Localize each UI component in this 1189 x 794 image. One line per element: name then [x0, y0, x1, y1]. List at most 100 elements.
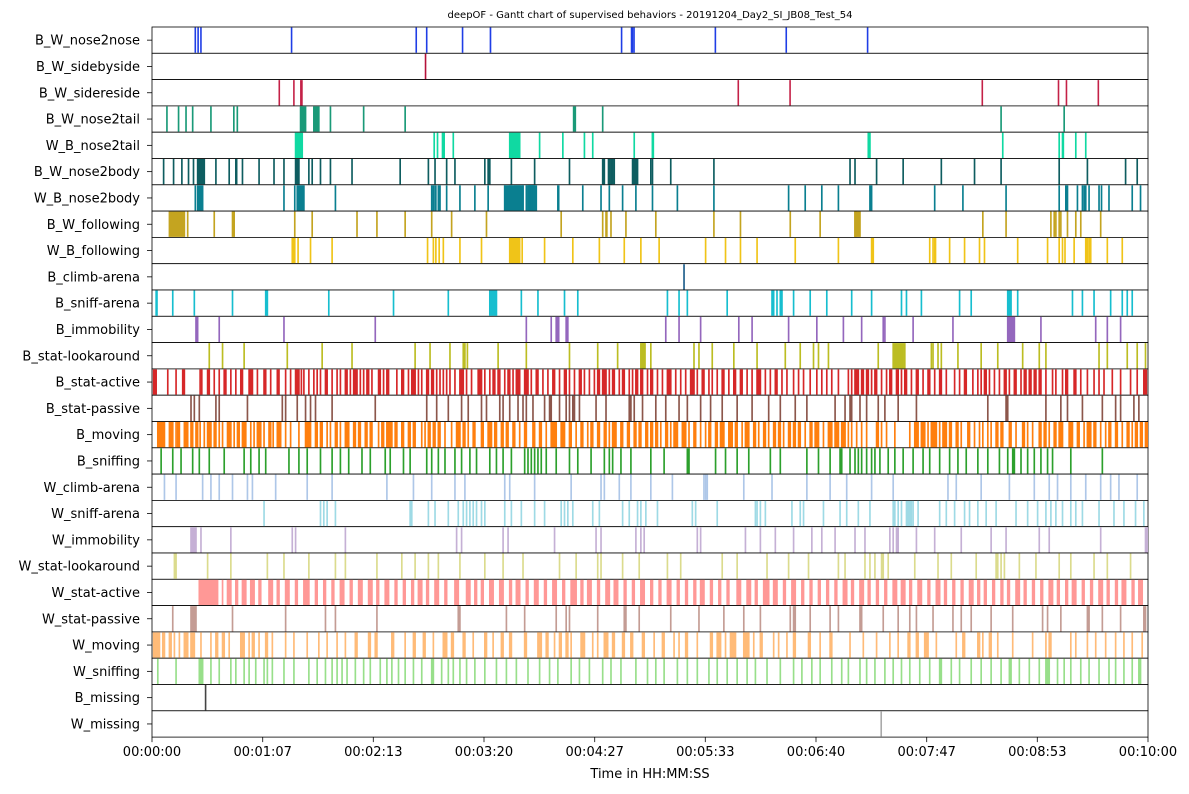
behavior-interval — [339, 448, 342, 474]
behavior-interval — [210, 632, 212, 658]
behavior-interval — [1006, 579, 1011, 606]
behavior-interval — [230, 369, 232, 395]
behavior-interval — [1005, 527, 1007, 553]
behavior-interval — [1035, 553, 1037, 579]
behavior-interval — [1138, 395, 1140, 421]
behavior-interval — [200, 27, 202, 53]
behavior-interval — [171, 448, 174, 474]
behavior-interval — [356, 211, 358, 237]
behavior-interval — [218, 395, 221, 421]
behavior-interval — [940, 343, 943, 369]
behavior-interval — [972, 369, 974, 395]
behavior-interval — [527, 448, 529, 474]
behavior-interval — [263, 422, 265, 448]
behavior-row: B_sniffing — [77, 447, 1149, 475]
behavior-interval — [912, 448, 914, 474]
behavior-row: B_stat-lookaround — [22, 342, 1149, 370]
behavior-interval — [877, 343, 880, 369]
behavior-interval — [618, 369, 621, 395]
behavior-interval — [283, 185, 285, 211]
behavior-interval — [442, 632, 448, 658]
behavior-interval — [794, 395, 797, 421]
behavior-interval — [706, 474, 709, 500]
behavior-interval — [455, 527, 458, 553]
row-frame — [151, 26, 1149, 54]
behavior-interval — [779, 395, 782, 421]
behavior-interval — [401, 369, 405, 395]
behavior-row: W_B_nose2body — [34, 184, 1149, 212]
behavior-interval — [459, 237, 461, 264]
behavior-interval — [1000, 579, 1004, 606]
behavior-interval — [547, 369, 549, 395]
behavior-interval — [181, 369, 186, 395]
behavior-interval — [676, 579, 680, 606]
behavior-interval — [1118, 474, 1120, 500]
behavior-interval — [1143, 369, 1148, 395]
behavior-interval — [862, 632, 865, 658]
behavior-interval — [1048, 527, 1051, 553]
behavior-interval — [721, 395, 724, 421]
behavior-interval — [600, 474, 602, 500]
behavior-interval — [777, 632, 780, 658]
behavior-interval — [351, 343, 353, 369]
behavior-interval — [424, 422, 426, 448]
behavior-interval — [892, 474, 895, 500]
behavior-interval — [517, 395, 519, 421]
behavior-interval — [190, 527, 197, 553]
behavior-interval — [644, 343, 646, 369]
row-label: W_stat-active — [52, 586, 141, 601]
behavior-interval — [1136, 369, 1139, 395]
behavior-interval — [912, 316, 914, 343]
behavior-interval — [975, 553, 978, 579]
behavior-interval — [308, 658, 310, 684]
behavior-interval — [686, 395, 689, 421]
behavior-interval — [226, 579, 232, 606]
behavior-interval — [441, 132, 445, 158]
behavior-interval — [1123, 632, 1125, 658]
behavior-interval — [784, 343, 787, 369]
behavior-interval — [640, 579, 646, 606]
behavior-interval — [620, 27, 623, 53]
behavior-interval — [374, 316, 377, 343]
behavior-interval — [726, 579, 730, 606]
behavior-interval — [369, 422, 373, 448]
behavior-interval — [1031, 422, 1034, 448]
behavior-interval — [801, 579, 805, 606]
behavior-interval — [191, 106, 194, 132]
behavior-interval — [900, 369, 903, 395]
behavior-interval — [334, 422, 338, 448]
row-frame — [151, 52, 1149, 80]
behavior-interval — [1006, 448, 1009, 474]
behavior-interval — [1023, 369, 1027, 395]
behavior-interval — [809, 579, 813, 606]
behavior-interval — [442, 369, 445, 395]
behavior-interval — [264, 448, 267, 474]
behavior-interval — [962, 632, 966, 658]
behavior-interval — [608, 185, 611, 211]
behavior-interval — [935, 579, 941, 606]
behavior-interval — [239, 369, 244, 395]
behavior-interval — [666, 290, 669, 316]
behavior-interval — [759, 606, 762, 632]
behavior-interval — [1055, 500, 1057, 527]
behavior-interval — [825, 290, 828, 316]
behavior-interval — [492, 369, 496, 395]
behavior-interval — [465, 369, 468, 395]
behavior-interval — [744, 422, 750, 448]
behavior-interval — [734, 422, 738, 448]
row-label: W_B_nose2body — [34, 191, 140, 206]
behavior-interval — [782, 422, 785, 448]
behavior-interval — [977, 579, 981, 606]
behavior-interval — [204, 685, 207, 711]
behavior-interval — [822, 500, 825, 527]
behavior-interval — [789, 211, 792, 237]
behavior-interval — [965, 448, 968, 474]
behavior-interval — [241, 159, 244, 185]
behavior-interval — [699, 527, 702, 553]
behavior-interval — [445, 185, 448, 211]
behavior-interval — [294, 159, 300, 185]
behavior-interval — [163, 474, 166, 500]
behavior-interval — [820, 527, 823, 553]
behavior-interval — [289, 422, 292, 448]
behavior-interval — [407, 422, 411, 448]
